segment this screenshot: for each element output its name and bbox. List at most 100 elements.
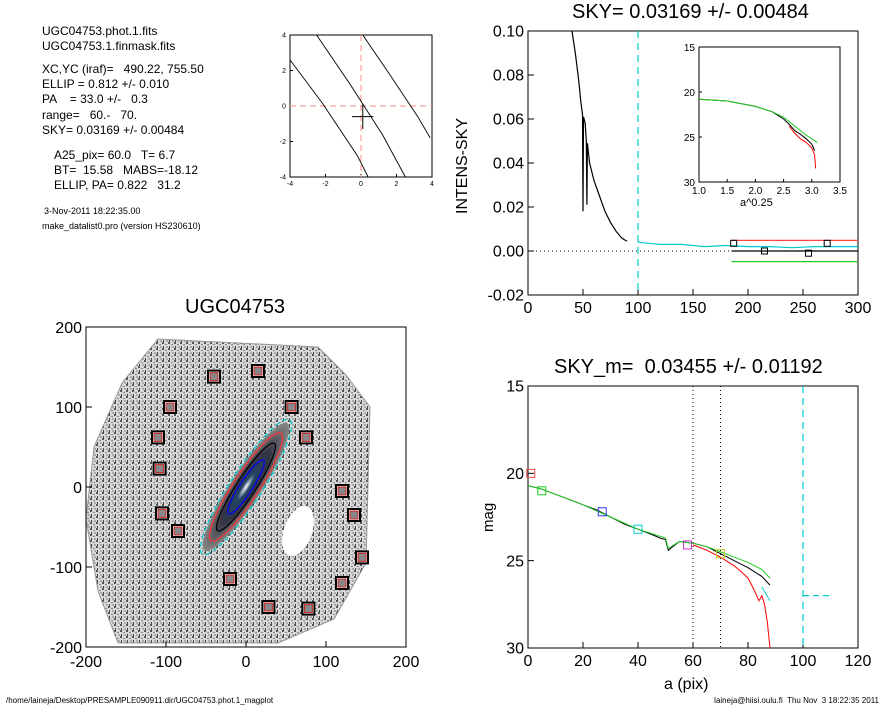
plot-frame	[527, 385, 859, 649]
inset-frame	[698, 46, 841, 183]
y-tick-label: 30	[506, 641, 524, 658]
isophote-ellipse	[199, 418, 293, 556]
position-angle: PA = 33.0 +/- 0.3	[42, 92, 148, 106]
x-tick-label: 0	[242, 654, 251, 671]
contour-line	[289, 59, 369, 178]
program-version: make_datalist0.pro (version HS230610)	[42, 221, 201, 231]
mask-box-inner	[209, 372, 219, 382]
mag-marker	[633, 524, 643, 534]
fit-range: range= 60.- 70.	[42, 108, 138, 122]
bt-value: BT= 15.58 MABS=-18.12	[54, 163, 199, 177]
y-tick-label: 0	[282, 103, 286, 110]
isophote-ellipse	[208, 432, 284, 542]
x-tick-label: 2	[395, 181, 399, 188]
file-name-phot: UGC04753.phot.1.fits	[42, 24, 158, 38]
y-tick-label: 4	[282, 32, 286, 39]
x-tick-label: 200	[393, 654, 420, 671]
x-tick-label: -200	[70, 654, 102, 671]
x-tick-label: 0	[524, 300, 533, 317]
inset-y-tick-label: 15	[684, 43, 696, 54]
profile-marker	[730, 239, 738, 247]
sky-value: SKY= 0.03169 +/- 0.00484	[42, 123, 185, 137]
x-tick-label: 0	[359, 181, 363, 188]
mag-marker	[683, 540, 692, 550]
galaxy-image-plot: -200 -100 0 100 200 -200 -100 0 100 200	[50, 320, 419, 671]
mask-box-inner	[165, 402, 175, 412]
mask-box-inner	[337, 578, 347, 588]
inset-x-tick-label: 1.5	[720, 186, 734, 197]
center-coords: XC,YC (iraf)= 490.22, 755.50	[42, 62, 204, 76]
inset-x-tick-label: 2.0	[748, 186, 762, 197]
timestamp: 3-Nov-2011 18:22:35.00	[44, 206, 141, 216]
x-tick-label: 50	[574, 300, 592, 317]
y-tick-label: 0.08	[493, 68, 524, 85]
y-tick-label: 2	[282, 68, 286, 75]
inset-x-tick-label: 3.5	[833, 186, 847, 197]
mag-marker	[716, 549, 725, 559]
inset-y-tick-label: 30	[684, 178, 696, 189]
y-tick-label: -100	[50, 560, 82, 577]
isophote-ellipse	[227, 459, 265, 515]
x-tick-label: -2	[322, 181, 328, 188]
intens-series	[637, 241, 858, 249]
y-tick-label: -200	[50, 640, 82, 657]
mask-box-inner	[155, 464, 165, 474]
mag-xlabel: a (pix)	[664, 676, 709, 693]
profile-marker	[823, 239, 831, 247]
contour-line	[316, 34, 406, 178]
isophote-ellipse	[215, 442, 277, 532]
x-tick-label: 4	[430, 181, 434, 188]
y-tick-label: 25	[506, 553, 524, 570]
mask-box-inner	[263, 602, 273, 612]
sky-contour-plot: -4 -2 0 2 4 -4 -2 0 2 4	[280, 32, 434, 188]
inset-x-tick-label: 1.0	[692, 186, 706, 197]
mag-plot-title: SKY_m= 0.03455 +/- 0.01192	[554, 356, 823, 378]
mag-series	[527, 485, 771, 579]
x-tick-label: 120	[845, 653, 872, 670]
intens-plot-title: SKY= 0.03169 +/- 0.00484	[572, 1, 809, 23]
y-tick-label: 0.10	[493, 24, 524, 41]
y-tick-label: 0.02	[493, 200, 524, 217]
inset-profile-plot: 1.0 1.5 2.0 2.5 3.0 3.5 15 20 25 30	[684, 43, 848, 197]
inset-series	[698, 98, 818, 143]
intens-series	[571, 30, 628, 242]
mask-box-inner	[303, 604, 313, 614]
x-tick-label: 60	[684, 653, 702, 670]
profile-marker	[761, 247, 768, 255]
mask-box-inner	[173, 526, 183, 536]
inset-series	[788, 125, 817, 169]
x-tick-label: 100	[313, 654, 340, 671]
mask-box-inner	[225, 574, 235, 584]
x-tick-label: 100	[790, 653, 817, 670]
x-tick-label: 250	[790, 300, 817, 317]
mask-box-inner	[253, 366, 263, 376]
mag-marker	[597, 507, 607, 517]
x-tick-label: 80	[739, 653, 757, 670]
x-tick-label: 150	[680, 300, 707, 317]
y-tick-label: 0.00	[493, 244, 524, 261]
footer-user: laineja@hiisi.oulu.fi Thu Nov 3 18:22:35…	[714, 696, 879, 705]
x-tick-label: 300	[845, 300, 872, 317]
ellipticity: ELLIP = 0.812 +/- 0.010	[42, 77, 170, 91]
y-tick-label: 100	[55, 400, 82, 417]
mask-box-inner	[337, 486, 347, 496]
x-tick-label: 200	[735, 300, 762, 317]
y-tick-label: 20	[506, 466, 524, 483]
mag-marker	[526, 468, 536, 478]
galaxy-plot-title: UGC04753	[185, 296, 286, 318]
mask-box-inner	[349, 510, 359, 520]
inset-x-tick-label: 2.5	[777, 186, 791, 197]
y-tick-label: 0.06	[493, 112, 524, 129]
mag-series	[761, 586, 771, 602]
file-name-mask: UGC04753.1.finmask.fits	[42, 39, 176, 53]
inset-y-tick-label: 25	[684, 133, 696, 144]
mask-box-inner	[153, 432, 163, 442]
mask-box-inner	[301, 432, 311, 442]
inset-xlabel: a^0.25	[740, 197, 773, 209]
mag-marker	[537, 486, 547, 496]
mask-box-inner	[357, 552, 367, 562]
mag-profile-plot: 0 20 40 60 80 100 120 15 20 25 30	[506, 379, 871, 670]
x-tick-label: 20	[574, 653, 592, 670]
mag-series	[527, 485, 771, 586]
